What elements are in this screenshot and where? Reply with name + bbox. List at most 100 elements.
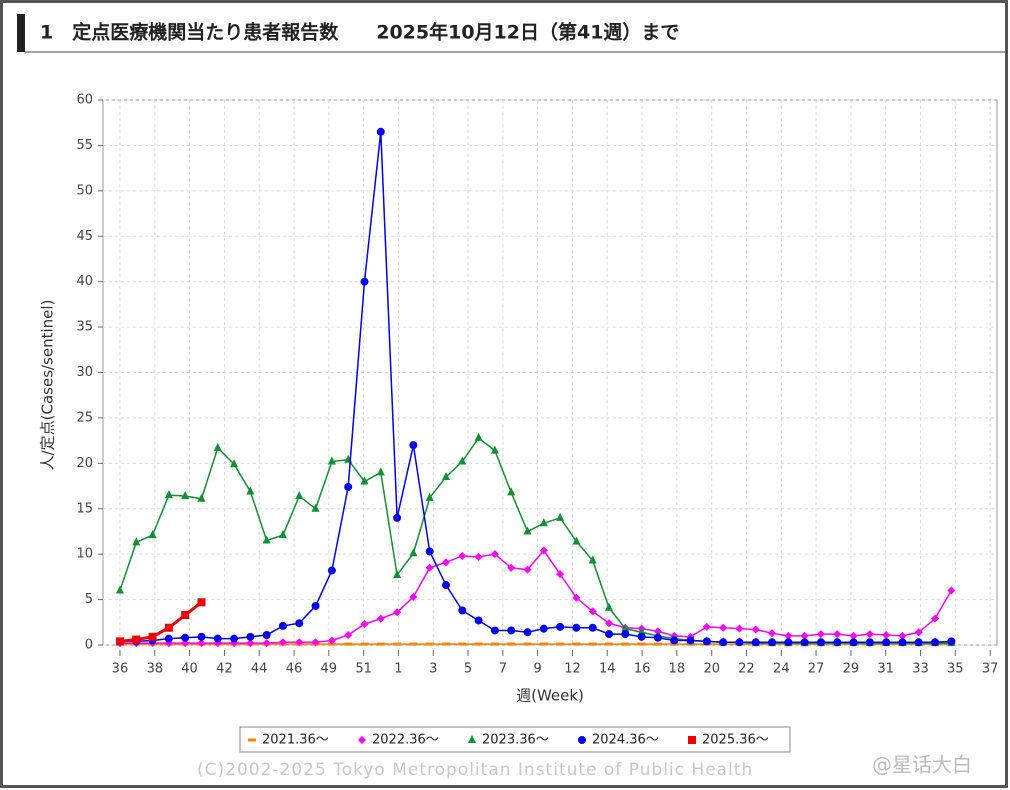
marker bbox=[230, 634, 239, 643]
marker bbox=[409, 548, 418, 557]
x-tick-label: 42 bbox=[216, 662, 233, 677]
x-tick-label: 37 bbox=[982, 662, 999, 677]
marker bbox=[327, 566, 336, 575]
y-tick-label: 50 bbox=[76, 183, 93, 198]
marker bbox=[425, 547, 434, 556]
x-tick-label: 16 bbox=[634, 662, 651, 677]
x-tick-label: 20 bbox=[703, 662, 720, 677]
marker bbox=[441, 471, 450, 480]
marker bbox=[833, 630, 842, 639]
marker bbox=[572, 642, 581, 646]
marker bbox=[670, 636, 679, 645]
marker bbox=[653, 633, 662, 642]
marker bbox=[393, 513, 402, 522]
marker bbox=[393, 642, 402, 646]
marker bbox=[164, 634, 173, 643]
marker bbox=[784, 638, 793, 647]
marker bbox=[556, 512, 565, 521]
y-tick-label: 15 bbox=[76, 501, 93, 516]
y-tick-label: 55 bbox=[76, 138, 93, 153]
marker bbox=[474, 552, 483, 561]
marker bbox=[523, 642, 532, 646]
legend-marker bbox=[248, 738, 256, 742]
series-layer bbox=[115, 127, 956, 648]
series bbox=[115, 598, 206, 646]
marker bbox=[441, 558, 450, 567]
marker bbox=[376, 127, 385, 136]
marker bbox=[360, 620, 369, 629]
series-line bbox=[119, 131, 952, 644]
marker bbox=[898, 631, 907, 640]
marker bbox=[882, 638, 891, 647]
marker bbox=[751, 638, 760, 647]
legend-label: 2021.36〜 bbox=[262, 733, 329, 748]
marker bbox=[409, 642, 418, 646]
y-tick-label: 45 bbox=[76, 229, 93, 244]
marker bbox=[474, 616, 483, 625]
legend-label: 2023.36〜 bbox=[482, 733, 549, 748]
marker bbox=[605, 642, 614, 646]
marker bbox=[865, 630, 874, 639]
series bbox=[115, 127, 956, 647]
marker bbox=[197, 639, 206, 648]
marker bbox=[262, 631, 271, 640]
marker bbox=[931, 638, 940, 647]
marker bbox=[539, 518, 548, 527]
marker bbox=[947, 586, 956, 595]
marker bbox=[344, 482, 353, 491]
marker bbox=[425, 563, 434, 572]
marker bbox=[735, 624, 744, 633]
x-tick-label: 46 bbox=[286, 662, 303, 677]
marker bbox=[458, 642, 467, 646]
marker bbox=[507, 487, 516, 496]
marker bbox=[490, 550, 499, 559]
marker bbox=[931, 614, 940, 623]
marker bbox=[556, 622, 565, 631]
marker bbox=[637, 627, 646, 636]
header-marker bbox=[17, 14, 25, 52]
marker bbox=[360, 277, 369, 286]
marker bbox=[393, 608, 402, 617]
marker bbox=[409, 441, 418, 450]
marker bbox=[523, 628, 532, 637]
marker bbox=[425, 492, 434, 501]
marker bbox=[181, 491, 190, 500]
marker bbox=[784, 631, 793, 640]
marker bbox=[702, 622, 711, 631]
marker bbox=[474, 642, 483, 646]
marker bbox=[507, 642, 516, 646]
marker bbox=[865, 638, 874, 647]
series bbox=[115, 546, 956, 648]
marker bbox=[588, 642, 597, 646]
marker bbox=[588, 607, 597, 616]
marker bbox=[393, 570, 402, 579]
marker bbox=[849, 638, 858, 647]
marker bbox=[458, 456, 467, 465]
marker bbox=[490, 642, 499, 646]
marker bbox=[115, 637, 124, 646]
marker bbox=[295, 491, 304, 500]
marker bbox=[882, 631, 891, 640]
x-tick-label: 5 bbox=[464, 662, 472, 677]
legend-marker bbox=[578, 736, 586, 744]
legend-items: 2021.36〜 2022.36〜 2023.36〜 2024.36〜 2025.36〜 bbox=[248, 733, 769, 748]
y-tick-label: 20 bbox=[76, 456, 93, 471]
marker bbox=[572, 536, 581, 545]
y-tick-label: 0 bbox=[85, 638, 93, 653]
marker bbox=[327, 456, 336, 465]
legend-label: 2025.36〜 bbox=[702, 733, 769, 748]
marker bbox=[132, 537, 141, 546]
marker bbox=[572, 623, 581, 632]
marker bbox=[686, 636, 695, 645]
marker bbox=[768, 629, 777, 638]
legend bbox=[239, 726, 791, 753]
marker bbox=[311, 601, 320, 610]
marker bbox=[360, 642, 369, 646]
marker bbox=[507, 563, 516, 572]
y-tick-label: 30 bbox=[76, 365, 93, 380]
y-tick-label: 40 bbox=[76, 274, 93, 289]
marker bbox=[637, 642, 646, 646]
marker bbox=[197, 493, 206, 502]
